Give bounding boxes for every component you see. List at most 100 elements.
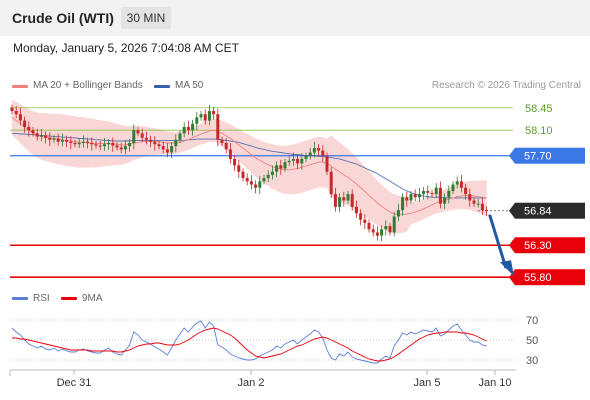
candle: [220, 136, 224, 147]
candle: [287, 156, 291, 167]
candle-body: [77, 142, 81, 145]
candle-body: [35, 133, 39, 137]
candle-body: [228, 149, 232, 159]
candle: [388, 222, 392, 236]
level-tag-57.70: [515, 147, 585, 164]
candle: [115, 142, 119, 151]
candle-body: [266, 174, 270, 179]
forecast-arrow: [488, 214, 508, 269]
candle-body: [81, 141, 85, 143]
time-label: Dec 31: [57, 377, 92, 389]
ma50-line: [12, 132, 487, 199]
time-label: Jan 10: [478, 377, 511, 389]
candle: [359, 209, 363, 226]
candle-body: [451, 184, 455, 191]
candle: [245, 173, 249, 186]
candle: [23, 116, 27, 133]
candle-body: [69, 141, 73, 143]
candle-body: [165, 149, 169, 153]
candle-body: [86, 141, 90, 143]
candle: [405, 191, 409, 207]
candle: [304, 152, 308, 163]
candle-body: [14, 110, 18, 115]
candle: [191, 119, 195, 136]
rsi-tick-70: 70: [526, 315, 538, 327]
candle-body: [354, 206, 358, 214]
time-label: Jan 5: [414, 377, 441, 389]
candle-body: [388, 226, 392, 233]
candle-body: [375, 232, 379, 236]
candle: [98, 140, 102, 151]
candle: [136, 126, 140, 137]
candle-body: [485, 210, 489, 212]
candle-body: [170, 146, 174, 153]
rsi-line: [11, 320, 487, 364]
candle-body: [443, 197, 447, 204]
candle: [149, 135, 153, 148]
candle-body: [199, 114, 203, 118]
candle-body: [182, 126, 186, 134]
level-tag-56.30: [515, 237, 585, 254]
candle-body: [157, 144, 161, 147]
candle: [65, 135, 69, 148]
candle-body: [56, 138, 60, 142]
candle-body: [422, 190, 426, 195]
candle-body: [115, 145, 119, 148]
candle-body: [119, 147, 123, 150]
level-label-56.30: 56.30: [524, 240, 552, 252]
candle-body: [241, 171, 245, 179]
candle: [35, 128, 39, 141]
candle-body: [245, 178, 249, 182]
candle: [144, 131, 148, 145]
candle: [10, 104, 14, 115]
candle-body: [480, 203, 484, 211]
candle-body: [459, 181, 463, 188]
candle: [317, 144, 321, 157]
candle: [241, 168, 245, 182]
candle: [157, 141, 161, 150]
candle-body: [392, 216, 396, 233]
candle-body: [329, 171, 333, 195]
candle-body: [417, 194, 421, 198]
candle-body: [346, 194, 350, 201]
candle-body: [380, 229, 384, 236]
candle: [291, 152, 295, 166]
rsi-legend-swatch: [12, 297, 28, 300]
candle: [451, 181, 455, 195]
candle-body: [27, 126, 31, 131]
candle-body: [31, 130, 35, 134]
candle: [430, 189, 434, 198]
candle-body: [291, 158, 295, 161]
candle-body: [384, 226, 388, 230]
candle: [195, 111, 199, 131]
candle-body: [111, 142, 115, 146]
ma20-legend-label: MA 20 + Bollinger Bands: [33, 80, 143, 91]
candle: [422, 186, 426, 200]
forecast-arrow-head: [500, 260, 514, 277]
timeframe-badge[interactable]: 30 MIN: [121, 7, 171, 29]
candle: [170, 142, 174, 159]
candle: [60, 133, 64, 147]
candle: [401, 193, 405, 216]
candle: [161, 141, 165, 154]
candle-body: [207, 110, 211, 121]
candle: [140, 128, 144, 142]
candle: [396, 203, 400, 222]
candle: [363, 214, 367, 230]
candle-body: [203, 114, 207, 121]
candle: [350, 189, 354, 211]
candle-body: [312, 148, 316, 153]
candle: [81, 135, 85, 148]
bollinger-band: [12, 99, 487, 234]
candle-body: [237, 165, 241, 172]
candle: [329, 166, 333, 199]
candle: [459, 175, 463, 193]
candle: [203, 109, 207, 125]
candle-body: [149, 139, 153, 142]
chart-datetime: Monday, January 5, 2026 7:04:08 AM CET: [13, 41, 239, 55]
candle: [56, 133, 60, 146]
candle-body: [342, 197, 346, 201]
candle: [165, 143, 169, 158]
candle: [476, 198, 480, 208]
